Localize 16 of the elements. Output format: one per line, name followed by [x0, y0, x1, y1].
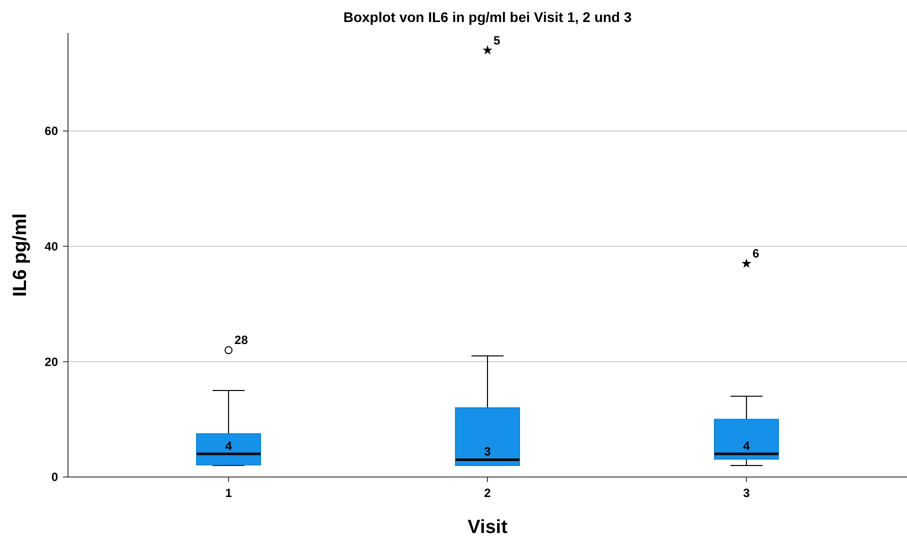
y-tick-label: 60 [44, 124, 58, 138]
annotation: 28 [234, 333, 248, 348]
y-axis-title: IL6 pg/ml [10, 213, 31, 297]
x-axis-title: Visit [468, 517, 508, 538]
annotation: 4 [743, 438, 750, 453]
chart-title: Boxplot von IL6 in pg/ml bei Visit 1, 2 und 3 [343, 9, 632, 25]
annotation: 4 [225, 438, 232, 453]
y-tick-label: 40 [44, 240, 58, 254]
y-tick-label: 0 [51, 470, 58, 484]
annotation: 6 [752, 246, 760, 261]
x-tick-label: 2 [484, 486, 492, 500]
x-tick-label: 3 [743, 486, 750, 500]
x-tick-label: 1 [225, 486, 232, 500]
y-tick-label: 20 [44, 354, 58, 369]
annotation: 3 [484, 444, 492, 459]
annotation: 5 [494, 33, 500, 48]
